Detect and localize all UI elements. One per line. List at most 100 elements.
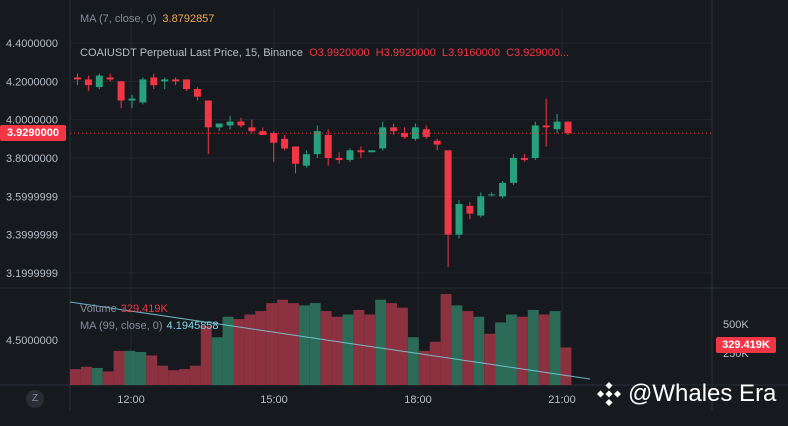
candle-body[interactable] <box>281 138 289 149</box>
volume-bar[interactable] <box>298 305 310 385</box>
volume-bar[interactable] <box>211 337 223 385</box>
candle-body[interactable] <box>466 205 474 214</box>
candle-body[interactable] <box>204 100 212 128</box>
volume-bar[interactable] <box>353 309 365 385</box>
candle-body[interactable] <box>499 182 507 197</box>
candle-body[interactable] <box>379 127 387 149</box>
volume-bar[interactable] <box>418 350 430 385</box>
volume-legend[interactable]: Volume 329.419K <box>80 303 168 315</box>
ohlc-legend: COAIUSDT Perpetual Last Price, 15, Binan… <box>80 47 569 59</box>
candle-body[interactable] <box>401 133 408 137</box>
candle-body[interactable] <box>520 158 528 160</box>
volume-bar[interactable] <box>168 370 179 385</box>
volume-bar[interactable] <box>233 319 245 385</box>
volume-bar[interactable] <box>495 322 506 385</box>
volume-bar[interactable] <box>157 365 169 385</box>
candle-body[interactable] <box>368 150 376 153</box>
volume-bar[interactable] <box>375 299 387 385</box>
candle-body[interactable] <box>313 131 321 155</box>
volume-bar[interactable] <box>135 352 147 385</box>
candle-body[interactable] <box>390 127 398 132</box>
candle-body[interactable] <box>237 121 245 126</box>
scroll-realtime-button[interactable]: Z <box>26 390 44 408</box>
volume-bar[interactable] <box>560 347 572 385</box>
candle-body[interactable] <box>553 121 561 130</box>
volume-bar[interactable] <box>429 341 441 385</box>
candle-body[interactable] <box>302 154 310 166</box>
volume-bar[interactable] <box>364 314 376 385</box>
candle-body[interactable] <box>161 79 169 82</box>
volume-bar[interactable] <box>331 316 343 385</box>
candle-body[interactable] <box>455 204 463 235</box>
candle-body[interactable] <box>74 77 81 80</box>
ma-indicator-legend[interactable]: MA (7, close, 0) 3.8792857 <box>80 13 214 25</box>
volume-bar[interactable] <box>179 369 190 385</box>
volume-bar[interactable] <box>397 307 408 385</box>
candle-body[interactable] <box>183 79 190 89</box>
candle-body[interactable] <box>531 125 539 158</box>
volume-bar[interactable] <box>222 316 234 385</box>
volume-bar[interactable] <box>320 311 332 385</box>
volume-bar[interactable] <box>189 365 201 385</box>
volume-bar[interactable] <box>451 305 463 385</box>
volume-bar[interactable] <box>549 311 561 385</box>
volume-bar[interactable] <box>462 311 474 385</box>
volume-bar[interactable] <box>407 337 419 385</box>
volume-bar[interactable] <box>244 314 256 385</box>
candle-body[interactable] <box>139 79 147 103</box>
candle-body[interactable] <box>335 158 343 160</box>
candle-body[interactable] <box>357 150 365 153</box>
candle-body[interactable] <box>226 121 234 126</box>
volume-bar[interactable] <box>473 316 485 385</box>
volume-bar[interactable] <box>70 369 81 385</box>
candle-body[interactable] <box>270 133 278 143</box>
volume-bar[interactable] <box>538 314 550 385</box>
candle-body[interactable] <box>95 75 103 88</box>
volume-bar[interactable] <box>527 309 539 385</box>
volume-bar[interactable] <box>288 303 299 385</box>
high-value: H3.9920000 <box>375 47 436 59</box>
volume-bar[interactable] <box>516 316 528 385</box>
candle-body[interactable] <box>215 123 223 128</box>
candle-body[interactable] <box>510 158 517 183</box>
candle-body[interactable] <box>117 81 125 101</box>
volume-bar[interactable] <box>386 303 397 385</box>
volume-bar[interactable] <box>266 303 278 385</box>
candle-body[interactable] <box>172 79 180 82</box>
volume-bar[interactable] <box>277 299 288 385</box>
volume-bar[interactable] <box>255 311 267 385</box>
lower-pane-axis-label: 4.5000000 <box>6 335 58 347</box>
candle-body[interactable] <box>84 79 92 86</box>
volume-bar[interactable] <box>506 314 517 385</box>
candle-body[interactable] <box>444 150 452 235</box>
volume-bar[interactable] <box>124 350 136 385</box>
volume-ma-legend[interactable]: MA (99, close, 0) 4.1945858 <box>80 320 219 332</box>
candle-body[interactable] <box>477 196 485 216</box>
volume-bar[interactable] <box>113 350 125 385</box>
volume-bar[interactable] <box>91 367 103 385</box>
price-axis-label: 4.2000000 <box>6 76 58 88</box>
candle-body[interactable] <box>193 89 201 97</box>
candle-body[interactable] <box>292 146 299 164</box>
candle-body[interactable] <box>324 135 332 158</box>
volume-bar[interactable] <box>440 294 452 385</box>
candle-body[interactable] <box>128 98 136 101</box>
candle-body[interactable] <box>433 140 441 145</box>
candle-body[interactable] <box>542 125 550 128</box>
candle-body[interactable] <box>248 127 256 132</box>
candle-body[interactable] <box>346 150 354 160</box>
volume-bar[interactable] <box>102 371 114 385</box>
volume-bar[interactable] <box>80 366 92 385</box>
candle-body[interactable] <box>106 77 114 80</box>
volume-bar[interactable] <box>200 325 212 385</box>
volume-bar[interactable] <box>146 355 158 385</box>
volume-bar[interactable] <box>309 303 321 385</box>
candle-body[interactable] <box>411 127 419 139</box>
candle-body[interactable] <box>564 121 572 134</box>
candle-body[interactable] <box>488 194 496 196</box>
candle-body[interactable] <box>150 77 158 86</box>
volume-bar[interactable] <box>342 314 354 385</box>
volume-bar[interactable] <box>484 333 496 385</box>
